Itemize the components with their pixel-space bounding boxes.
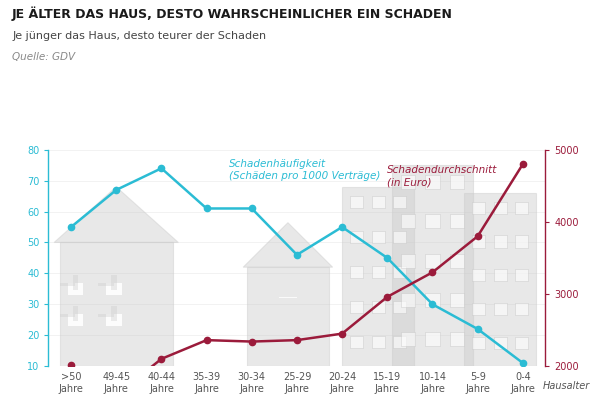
Polygon shape bbox=[350, 266, 363, 278]
Polygon shape bbox=[450, 254, 464, 267]
Text: Quelle: GDV: Quelle: GDV bbox=[12, 52, 75, 62]
Polygon shape bbox=[450, 214, 464, 228]
Text: Je jünger das Haus, desto teurer der Schaden: Je jünger das Haus, desto teurer der Sch… bbox=[12, 31, 266, 41]
Polygon shape bbox=[516, 337, 528, 349]
Polygon shape bbox=[425, 254, 440, 267]
Polygon shape bbox=[21, 314, 37, 317]
Polygon shape bbox=[68, 314, 84, 326]
Polygon shape bbox=[401, 332, 415, 346]
Polygon shape bbox=[106, 314, 122, 326]
Polygon shape bbox=[247, 267, 328, 366]
Polygon shape bbox=[371, 336, 385, 348]
Polygon shape bbox=[401, 254, 415, 267]
Polygon shape bbox=[393, 301, 407, 313]
Polygon shape bbox=[73, 275, 78, 290]
Polygon shape bbox=[464, 193, 536, 366]
Polygon shape bbox=[494, 202, 507, 214]
Polygon shape bbox=[472, 202, 485, 214]
Polygon shape bbox=[350, 196, 363, 208]
Polygon shape bbox=[279, 297, 297, 298]
Polygon shape bbox=[450, 293, 464, 307]
Polygon shape bbox=[98, 283, 114, 286]
Polygon shape bbox=[472, 303, 485, 315]
Polygon shape bbox=[59, 314, 75, 317]
Polygon shape bbox=[494, 303, 507, 315]
Polygon shape bbox=[450, 332, 464, 346]
Text: Schadendurchschnitt
(in Euro): Schadendurchschnitt (in Euro) bbox=[387, 165, 498, 188]
Polygon shape bbox=[68, 282, 84, 295]
Polygon shape bbox=[425, 214, 440, 228]
Polygon shape bbox=[393, 231, 407, 243]
Polygon shape bbox=[35, 275, 40, 290]
Text: Hausalter: Hausalter bbox=[542, 381, 590, 391]
Polygon shape bbox=[516, 269, 528, 281]
Polygon shape bbox=[112, 306, 117, 321]
Polygon shape bbox=[472, 269, 485, 281]
Polygon shape bbox=[371, 196, 385, 208]
Polygon shape bbox=[425, 293, 440, 307]
Polygon shape bbox=[516, 303, 528, 315]
Polygon shape bbox=[450, 175, 464, 189]
Polygon shape bbox=[401, 214, 415, 228]
Polygon shape bbox=[516, 235, 528, 248]
Polygon shape bbox=[350, 336, 363, 348]
Polygon shape bbox=[73, 306, 78, 321]
Polygon shape bbox=[54, 187, 178, 243]
Polygon shape bbox=[350, 301, 363, 313]
Polygon shape bbox=[60, 243, 173, 366]
Polygon shape bbox=[425, 175, 440, 189]
Polygon shape bbox=[21, 283, 37, 286]
Polygon shape bbox=[494, 269, 507, 281]
Text: JE ÄLTER DAS HAUS, DESTO WAHRSCHEINLICHER EIN SCHADEN: JE ÄLTER DAS HAUS, DESTO WAHRSCHEINLICHE… bbox=[12, 6, 453, 21]
Polygon shape bbox=[401, 293, 415, 307]
Polygon shape bbox=[243, 223, 333, 267]
Text: Schadenhäufigkeit
(Schäden pro 1000 Verträge): Schadenhäufigkeit (Schäden pro 1000 Vert… bbox=[229, 159, 381, 181]
Polygon shape bbox=[393, 266, 407, 278]
Polygon shape bbox=[29, 314, 45, 326]
Polygon shape bbox=[425, 332, 440, 346]
Polygon shape bbox=[371, 301, 385, 313]
Polygon shape bbox=[401, 175, 415, 189]
Polygon shape bbox=[393, 196, 407, 208]
Polygon shape bbox=[494, 235, 507, 248]
Polygon shape bbox=[371, 231, 385, 243]
Polygon shape bbox=[350, 231, 363, 243]
Polygon shape bbox=[106, 282, 122, 295]
Polygon shape bbox=[59, 283, 75, 286]
Polygon shape bbox=[494, 337, 507, 349]
Polygon shape bbox=[112, 275, 117, 290]
Polygon shape bbox=[472, 337, 485, 349]
Polygon shape bbox=[29, 282, 45, 295]
Polygon shape bbox=[516, 202, 528, 214]
Polygon shape bbox=[393, 336, 407, 348]
Polygon shape bbox=[392, 165, 473, 366]
Polygon shape bbox=[35, 306, 40, 321]
Polygon shape bbox=[98, 314, 114, 317]
Polygon shape bbox=[472, 235, 485, 248]
Polygon shape bbox=[371, 266, 385, 278]
Polygon shape bbox=[342, 187, 415, 366]
